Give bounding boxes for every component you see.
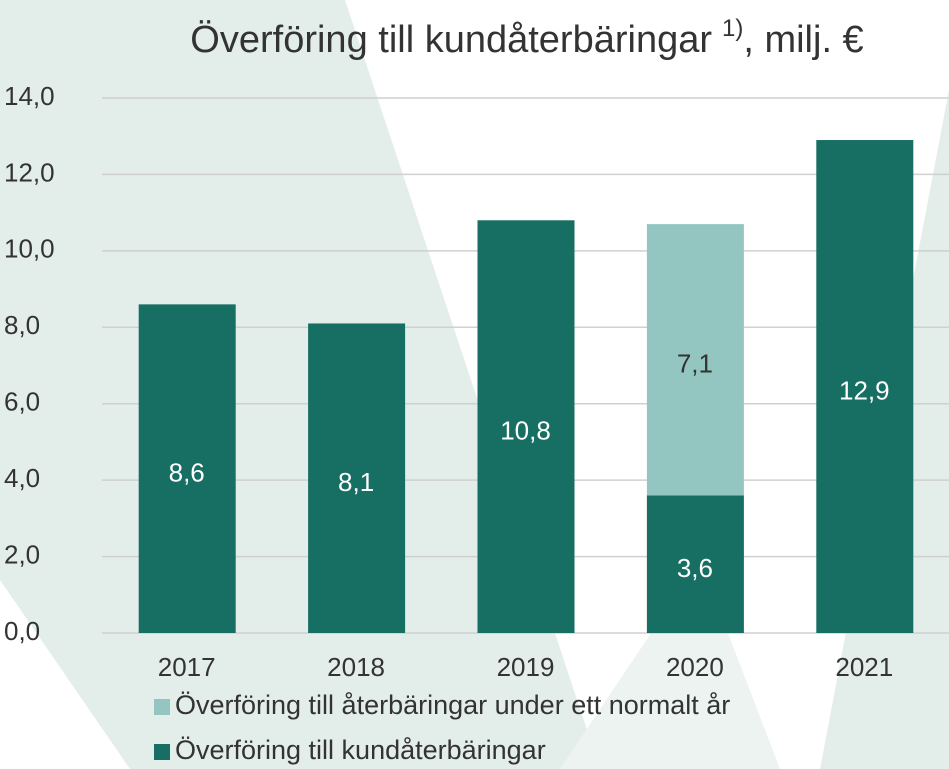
y-tick-label: 12,0 (4, 157, 55, 187)
y-tick-label: 8,0 (4, 310, 40, 340)
bar-segment (646, 224, 744, 496)
title-note: 1) (722, 15, 743, 42)
data-label: 7,1 (677, 349, 713, 379)
y-tick-label: 6,0 (4, 387, 40, 417)
chart-title: Överföring till kundåterbäringar 1), milj… (190, 15, 863, 61)
data-label: 12,9 (839, 375, 890, 405)
x-tick-label: 2021 (835, 652, 893, 682)
bar-segment (816, 140, 914, 634)
legend-swatch (154, 744, 170, 760)
title-suffix: , milj. € (743, 19, 863, 61)
legend-label: Överföring till kundåterbäringar (175, 735, 546, 765)
data-label: 8,6 (169, 458, 205, 488)
y-tick-label: 10,0 (4, 234, 55, 264)
x-tick-label: 2018 (327, 652, 385, 682)
bar-segment (477, 220, 575, 634)
data-label: 3,6 (677, 553, 713, 583)
x-tick-label: 2017 (158, 652, 216, 682)
y-tick-label: 2,0 (4, 539, 40, 569)
background-shape (560, 560, 780, 769)
x-tick-label: 2020 (666, 652, 724, 682)
bar-segment (138, 304, 236, 633)
bar-segment (646, 495, 744, 633)
data-label: 10,8 (500, 416, 551, 446)
y-tick-label: 4,0 (4, 463, 40, 493)
x-tick-label: 2019 (497, 652, 555, 682)
legend-swatch (154, 699, 170, 715)
title-main: Överföring till kundåterbäringar (190, 19, 712, 61)
y-tick-label: 0,0 (4, 616, 40, 646)
legend-label: Överföring till återbäringar under ett n… (175, 690, 730, 720)
data-label: 8,1 (338, 467, 374, 497)
y-tick-label: 14,0 (4, 81, 55, 111)
bar-segment (308, 323, 406, 633)
